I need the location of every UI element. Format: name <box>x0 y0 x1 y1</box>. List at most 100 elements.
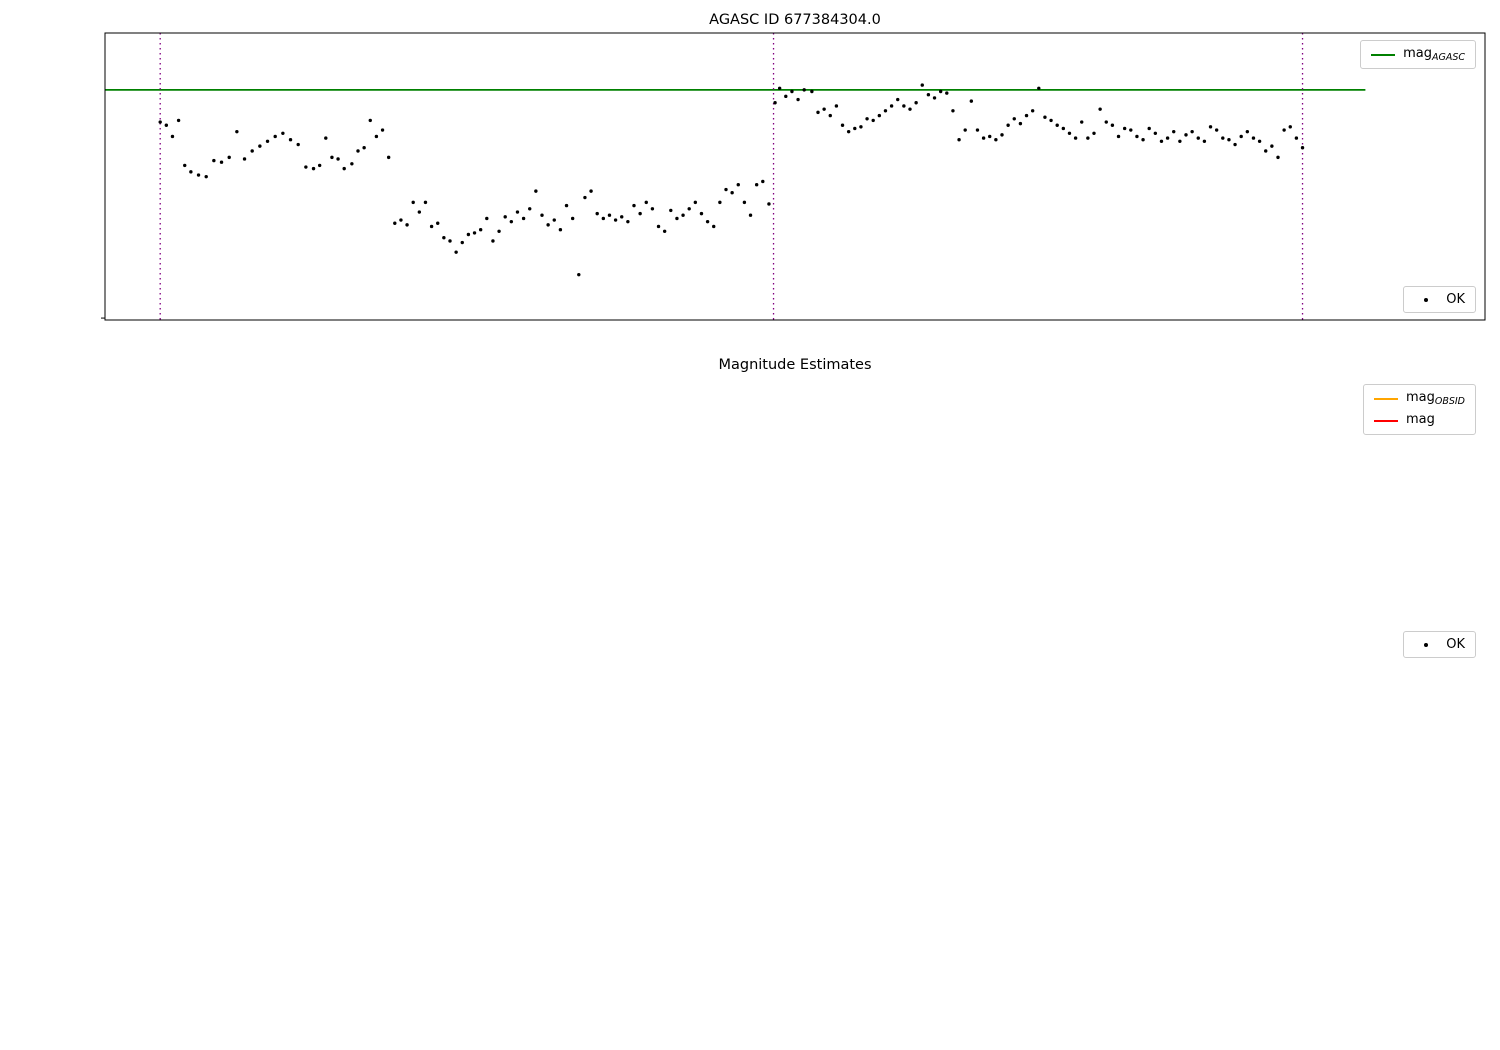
data-point <box>1270 144 1274 148</box>
data-point <box>767 202 771 206</box>
data-point <box>840 123 845 127</box>
data-point <box>577 272 581 277</box>
data-point <box>558 227 563 232</box>
data-point <box>1104 120 1108 124</box>
data-point <box>846 129 851 134</box>
data-point <box>158 120 162 124</box>
legend-item-mag-obsid: magOBSID <box>1373 390 1465 407</box>
data-point <box>1030 109 1035 113</box>
data-point <box>336 157 340 161</box>
data-point <box>736 182 740 187</box>
data-point <box>853 126 857 131</box>
data-point <box>436 221 440 225</box>
data-point <box>994 138 998 142</box>
data-point <box>235 129 239 134</box>
data-point <box>699 211 704 216</box>
plot1-title: AGASC ID 677384304.0 <box>709 12 881 28</box>
data-point <box>350 162 354 166</box>
data-point <box>478 227 483 232</box>
data-point <box>1178 139 1182 144</box>
data-point <box>411 200 415 205</box>
data-point <box>442 236 446 240</box>
data-point <box>712 224 716 229</box>
data-point <box>1098 107 1102 111</box>
data-point <box>810 89 814 94</box>
data-point <box>773 101 777 105</box>
data-point <box>1129 128 1133 132</box>
data-point <box>429 224 434 229</box>
data-point <box>981 136 986 140</box>
data-point <box>265 139 270 144</box>
data-point <box>521 216 526 221</box>
data-point <box>219 160 224 164</box>
data-point <box>1264 149 1268 153</box>
data-point <box>212 158 216 163</box>
data-point <box>705 219 710 224</box>
data-point <box>865 117 869 121</box>
data-point <box>1086 136 1090 140</box>
data-point <box>932 96 937 100</box>
data-point <box>1061 126 1066 131</box>
legend-label: mag <box>1405 412 1435 427</box>
data-point <box>189 170 193 174</box>
data-point <box>204 174 208 179</box>
data-point <box>601 216 606 221</box>
data-point <box>509 219 514 224</box>
data-point <box>1116 134 1121 139</box>
data-point <box>196 173 201 177</box>
plot2-legend: magOBSID mag <box>1362 384 1476 435</box>
data-point <box>669 208 673 213</box>
data-point <box>914 101 918 105</box>
data-point <box>393 221 397 225</box>
data-point <box>250 149 254 153</box>
data-point <box>1147 126 1151 131</box>
data-point <box>1233 142 1237 147</box>
data-point <box>859 125 863 129</box>
data-point <box>926 93 931 97</box>
data-point <box>330 155 334 160</box>
data-point <box>1073 136 1078 140</box>
data-point <box>454 250 458 254</box>
data-point <box>552 218 556 222</box>
data-point <box>883 109 888 113</box>
data-point <box>342 166 346 171</box>
legend-item-mag-agasc: magAGASC <box>1371 46 1465 63</box>
data-point <box>761 179 765 184</box>
data-point <box>626 219 630 224</box>
data-point <box>1055 123 1059 127</box>
legend-label: OK <box>1446 637 1465 652</box>
data-point <box>356 149 360 153</box>
data-point <box>920 83 924 87</box>
data-point <box>374 134 379 139</box>
data-point <box>1141 138 1145 142</box>
data-point <box>896 97 900 102</box>
data-point <box>693 200 698 205</box>
data-point <box>564 203 569 208</box>
data-point <box>546 223 550 227</box>
data-point <box>1196 136 1200 140</box>
data-point <box>1024 113 1029 118</box>
data-point <box>748 213 753 217</box>
data-point <box>368 118 372 123</box>
data-point <box>620 215 624 219</box>
data-point <box>1043 115 1047 119</box>
data-point <box>963 128 967 132</box>
legend-item-ok: OK <box>1414 637 1465 652</box>
data-point <box>822 107 826 111</box>
data-point <box>176 118 181 123</box>
data-point <box>317 163 322 168</box>
plot1-legend: magAGASC <box>1360 40 1476 69</box>
data-point <box>1135 134 1139 139</box>
data-point <box>1159 139 1164 144</box>
data-point <box>938 89 943 94</box>
data-point <box>656 224 661 229</box>
data-point <box>288 138 293 142</box>
data-point <box>730 191 734 195</box>
mag-obsid-line-swatch <box>1373 397 1398 400</box>
data-point <box>1202 139 1207 144</box>
data-point <box>417 210 422 214</box>
data-point <box>796 97 800 102</box>
data-point <box>1172 129 1176 134</box>
data-point <box>1214 128 1219 132</box>
